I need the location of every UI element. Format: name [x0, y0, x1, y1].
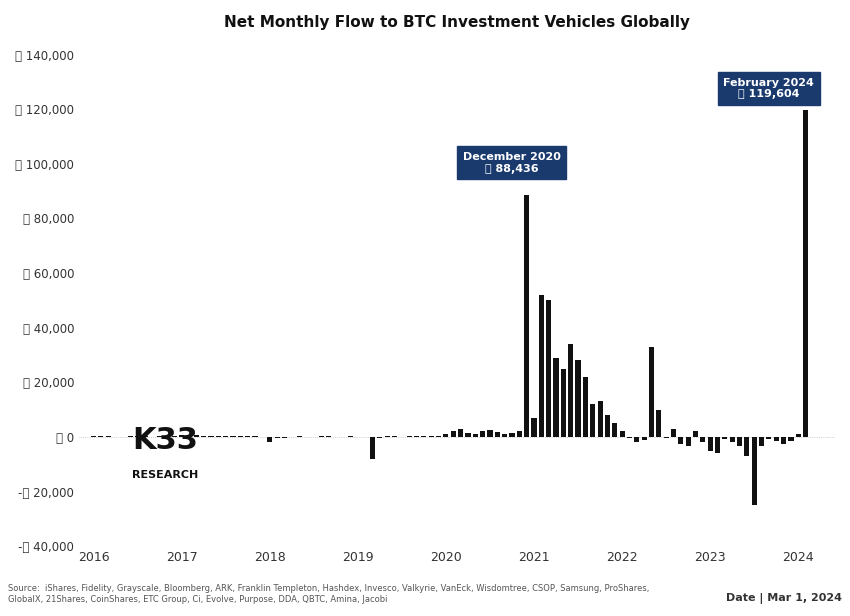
Bar [458, 429, 463, 437]
Bar [194, 435, 199, 437]
Text: December 2020
₿ 88,436: December 2020 ₿ 88,436 [463, 152, 561, 193]
Bar [216, 436, 221, 437]
Bar [465, 433, 471, 437]
Bar [230, 436, 235, 437]
Bar [142, 436, 148, 437]
Text: K33: K33 [132, 426, 198, 455]
Bar [737, 437, 742, 447]
Bar [164, 436, 169, 437]
Bar [524, 195, 530, 437]
Bar [370, 437, 375, 459]
Bar [245, 436, 250, 437]
Bar [686, 437, 691, 447]
Bar [789, 437, 794, 441]
Bar [774, 437, 779, 441]
Bar [767, 437, 772, 439]
Bar [384, 436, 390, 437]
Bar [422, 436, 427, 437]
Bar [238, 436, 243, 437]
Text: February 2024
₿ 119,604: February 2024 ₿ 119,604 [723, 78, 814, 109]
Bar [135, 436, 140, 437]
Bar [751, 437, 756, 505]
Bar [803, 110, 808, 437]
Title: Net Monthly Flow to BTC Investment Vehicles Globally: Net Monthly Flow to BTC Investment Vehic… [224, 15, 690, 30]
Bar [590, 404, 595, 437]
Bar [745, 437, 750, 456]
Bar [627, 437, 632, 439]
Bar [377, 437, 382, 439]
Bar [495, 432, 500, 437]
Bar [722, 437, 728, 439]
Bar [664, 437, 669, 439]
Text: RESEARCH: RESEARCH [132, 471, 198, 480]
Text: Source:  iShares, Fidelity, Grayscale, Bloomberg, ARK, Franklin Templeton, Hashd: Source: iShares, Fidelity, Grayscale, Bl… [8, 585, 650, 604]
Bar [575, 360, 581, 437]
Bar [561, 368, 566, 437]
Bar [531, 418, 536, 437]
Bar [480, 431, 485, 437]
Bar [671, 429, 676, 437]
Bar [693, 431, 698, 437]
Bar [179, 435, 184, 437]
Bar [729, 437, 734, 442]
Bar [583, 377, 588, 437]
Bar [517, 431, 522, 437]
Bar [509, 433, 514, 437]
Bar [678, 437, 683, 444]
Bar [781, 437, 786, 444]
Bar [759, 437, 764, 447]
Bar [414, 436, 419, 437]
Bar [612, 423, 617, 437]
Bar [605, 415, 610, 437]
Bar [796, 434, 801, 437]
Bar [656, 410, 661, 437]
Bar [708, 437, 713, 450]
Bar [326, 436, 331, 437]
Text: Date | Mar 1, 2024: Date | Mar 1, 2024 [726, 593, 842, 604]
Bar [91, 436, 96, 437]
Bar [487, 430, 492, 437]
Bar [428, 436, 434, 437]
Bar [172, 436, 177, 437]
Bar [539, 295, 544, 437]
Bar [267, 437, 272, 442]
Bar [186, 436, 191, 437]
Bar [444, 434, 449, 437]
Bar [715, 437, 720, 453]
Bar [568, 344, 573, 437]
Bar [105, 436, 111, 437]
Bar [473, 434, 478, 437]
Bar [642, 437, 647, 440]
Bar [649, 347, 654, 437]
Bar [450, 431, 456, 437]
Bar [502, 434, 507, 437]
Bar [282, 437, 287, 438]
Bar [700, 437, 706, 442]
Bar [620, 431, 625, 437]
Bar [275, 437, 280, 439]
Bar [208, 436, 213, 437]
Bar [553, 358, 558, 437]
Bar [634, 437, 639, 442]
Bar [201, 436, 207, 437]
Bar [598, 402, 603, 437]
Bar [547, 301, 552, 437]
